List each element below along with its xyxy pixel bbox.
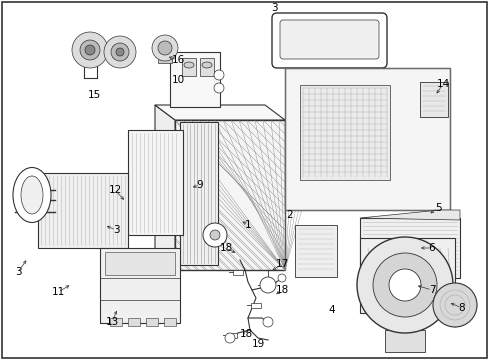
Text: 3: 3: [15, 267, 21, 277]
Bar: [128, 130, 183, 235]
Circle shape: [72, 32, 108, 68]
Ellipse shape: [21, 176, 43, 214]
Text: 4: 4: [328, 305, 335, 315]
Ellipse shape: [183, 62, 194, 68]
Polygon shape: [155, 105, 175, 270]
Text: 1: 1: [244, 220, 251, 230]
Text: 16: 16: [171, 55, 184, 65]
Text: 13: 13: [105, 317, 119, 327]
Circle shape: [80, 40, 100, 60]
Bar: [285, 68, 449, 210]
Bar: [175, 120, 285, 270]
Bar: [200, 58, 214, 76]
Circle shape: [263, 317, 272, 327]
Circle shape: [278, 274, 285, 282]
Circle shape: [111, 43, 129, 61]
Text: 9: 9: [196, 180, 203, 190]
Text: 19: 19: [251, 339, 264, 349]
Bar: [180, 122, 218, 265]
Text: 3: 3: [270, 3, 277, 13]
Bar: [182, 58, 196, 76]
Polygon shape: [155, 105, 285, 120]
Circle shape: [372, 253, 436, 317]
Bar: [38, 173, 128, 248]
Text: 18: 18: [275, 285, 288, 295]
Circle shape: [158, 41, 172, 55]
Bar: [158, 55, 172, 63]
Bar: [110, 318, 122, 326]
Bar: [384, 330, 424, 352]
Bar: [250, 303, 261, 308]
Bar: [170, 52, 220, 107]
Bar: [100, 248, 180, 323]
FancyBboxPatch shape: [271, 13, 386, 68]
Circle shape: [214, 70, 224, 80]
Circle shape: [203, 223, 226, 247]
Text: 7: 7: [428, 285, 434, 295]
Bar: [359, 238, 454, 313]
Bar: [163, 318, 176, 326]
Bar: [232, 270, 243, 275]
Polygon shape: [362, 245, 451, 308]
Circle shape: [356, 237, 452, 333]
Text: 5: 5: [434, 203, 440, 213]
Bar: [226, 333, 237, 338]
Bar: [128, 318, 140, 326]
Circle shape: [85, 45, 95, 55]
Bar: [105, 252, 175, 275]
Text: 12: 12: [108, 185, 122, 195]
Text: 14: 14: [435, 79, 448, 89]
Ellipse shape: [13, 167, 51, 222]
FancyBboxPatch shape: [280, 20, 378, 59]
Text: 17: 17: [275, 259, 288, 269]
Bar: [294, 225, 336, 277]
Circle shape: [116, 48, 124, 56]
Bar: [359, 218, 459, 278]
Bar: [146, 318, 158, 326]
Circle shape: [214, 83, 224, 93]
Polygon shape: [359, 210, 459, 220]
Circle shape: [260, 277, 275, 293]
Text: 18: 18: [219, 243, 232, 253]
Circle shape: [224, 333, 235, 343]
Text: 11: 11: [51, 287, 64, 297]
Circle shape: [152, 35, 178, 61]
Bar: [419, 82, 447, 117]
Text: 15: 15: [87, 90, 101, 100]
Text: 8: 8: [458, 303, 465, 313]
Text: 3: 3: [112, 225, 119, 235]
Ellipse shape: [202, 62, 212, 68]
Bar: [299, 85, 389, 180]
Bar: [285, 68, 449, 210]
Text: 2: 2: [286, 210, 293, 220]
Circle shape: [388, 269, 420, 301]
Circle shape: [432, 283, 476, 327]
Text: 18: 18: [239, 329, 252, 339]
Circle shape: [104, 36, 136, 68]
Circle shape: [209, 230, 220, 240]
Text: 6: 6: [428, 243, 434, 253]
Text: 10: 10: [171, 75, 184, 85]
